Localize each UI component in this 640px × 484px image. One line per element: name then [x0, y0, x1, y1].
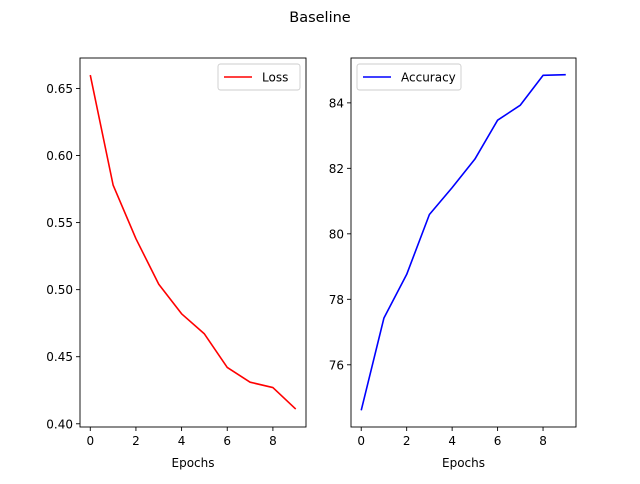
x-tick-label: 6 — [494, 434, 502, 448]
legend-box — [356, 63, 462, 91]
legend-label: Loss — [262, 71, 288, 85]
x-tick-label: 4 — [448, 434, 456, 448]
x-tick-label: 8 — [269, 434, 277, 448]
y-tick-label: 78 — [329, 293, 344, 307]
x-tick-label: 2 — [132, 434, 140, 448]
accuracy-chart: 0 2 4 6 8 76 78 80 82 84 Epochs Accuracy — [329, 57, 577, 470]
y-tick-label: 0.65 — [46, 82, 73, 96]
figure-title: Baseline — [289, 10, 351, 26]
y-tick-label: 0.60 — [46, 149, 73, 163]
y-tick-label: 82 — [329, 162, 344, 176]
x-tick-label: 8 — [539, 434, 547, 448]
x-axis-label: Epochs — [442, 456, 485, 470]
x-tick-label: 4 — [178, 434, 186, 448]
legend-label: Accuracy — [401, 71, 456, 85]
plot-frame — [350, 57, 577, 428]
y-tick-label: 0.45 — [46, 350, 73, 364]
y-tick-label: 0.40 — [46, 417, 73, 431]
plot-frame — [79, 57, 307, 428]
x-tick-label: 2 — [403, 434, 411, 448]
series-line-accuracy — [360, 73, 566, 411]
y-tick-label: 80 — [329, 227, 344, 241]
y-tick-label: 0.50 — [46, 283, 73, 297]
legend: Loss — [217, 63, 301, 91]
legend: Accuracy — [356, 63, 462, 91]
x-axis-label: Epochs — [172, 456, 215, 470]
y-tick-label: 0.55 — [46, 216, 73, 230]
x-tick-label: 0 — [357, 434, 365, 448]
y-tick-label: 84 — [329, 96, 344, 110]
legend-box — [217, 63, 301, 91]
x-tick-label: 6 — [223, 434, 231, 448]
series-line-loss — [89, 74, 297, 410]
loss-chart: 0 2 4 6 8 0.40 0.45 0.50 0.55 0.60 0.65 Epochs Loss — [46, 57, 307, 470]
x-tick-label: 0 — [86, 434, 94, 448]
y-tick-label: 76 — [329, 358, 344, 372]
